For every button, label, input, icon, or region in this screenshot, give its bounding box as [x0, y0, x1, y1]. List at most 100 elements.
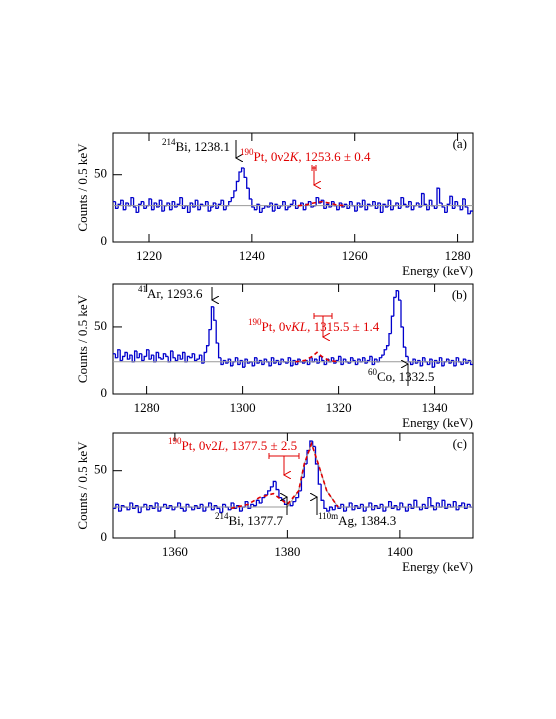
- annotation-part: , 1253.6 ± 0.4: [298, 149, 371, 164]
- histogram-bin: [215, 320, 219, 344]
- histogram-bin: [124, 351, 128, 357]
- histogram-bin: [303, 463, 308, 478]
- plot-frame: [112, 432, 474, 539]
- histogram-bin: [198, 354, 202, 360]
- x-tick-label: 1300: [230, 400, 256, 415]
- histogram-bin: [186, 205, 191, 214]
- histogram-bin: [323, 500, 327, 510]
- histogram-bin: [120, 199, 124, 205]
- annotation-part: 190: [168, 436, 182, 446]
- histogram-bin: [181, 197, 185, 210]
- histogram-bin: [410, 504, 414, 510]
- histogram-bin: [251, 198, 255, 208]
- annotation-part: , 1377.5 ± 2.5: [225, 438, 297, 453]
- histogram-bin: [274, 203, 278, 212]
- histogram-bin: [325, 203, 329, 209]
- histogram-bin: [340, 356, 344, 366]
- histogram-bin: [140, 200, 144, 205]
- histogram-bin: [240, 167, 245, 173]
- histogram-bin: [458, 505, 462, 510]
- histogram-bin: [424, 504, 428, 510]
- y-axis-label: Counts / 0.5 keV: [75, 294, 90, 383]
- histogram-bin: [326, 508, 330, 512]
- histogram-bin: [204, 200, 209, 206]
- histogram-bin: [444, 500, 448, 510]
- histogram-bin: [457, 357, 461, 363]
- y-tick-label: 50: [94, 166, 107, 181]
- x-tick-label: 1380: [274, 544, 300, 559]
- annotation-part: Pt, 0ν: [262, 319, 292, 334]
- histogram-bin: [455, 357, 459, 366]
- histogram-bin: [333, 357, 337, 364]
- histogram-bin: [269, 486, 274, 491]
- annotation-part: Pt, 0ν2: [254, 149, 290, 164]
- histogram-bin: [222, 503, 226, 513]
- histogram-bin: [166, 202, 170, 206]
- histogram-bin: [220, 199, 224, 205]
- histogram-bin: [201, 355, 205, 364]
- histogram-bin: [140, 506, 144, 513]
- histogram-bin: [307, 200, 311, 205]
- annotation-part: Co, 1332.5: [377, 369, 434, 384]
- uncertainty-bar: [311, 165, 317, 171]
- histogram-bin: [387, 501, 392, 508]
- histogram-bin: [182, 508, 187, 512]
- histogram-bin: [371, 356, 375, 366]
- histogram-bin: [157, 352, 161, 359]
- histogram-bin: [287, 206, 291, 210]
- histogram-bin: [114, 201, 119, 210]
- fit-curve: [298, 200, 345, 207]
- histogram-bin: [365, 506, 369, 512]
- annotation: 110mAg, 1384.3: [318, 511, 396, 528]
- histogram-bin: [150, 354, 154, 360]
- histogram-bin: [328, 506, 333, 512]
- x-axis-label: Energy (keV): [402, 415, 473, 430]
- histogram-bin: [163, 205, 167, 212]
- histogram-bin: [409, 361, 413, 366]
- histogram-bin: [381, 354, 385, 358]
- histogram-bin: [222, 359, 226, 365]
- histogram-bin: [390, 501, 395, 510]
- histogram-bin: [412, 358, 416, 365]
- histogram-bin: [423, 193, 427, 205]
- histogram-bin: [253, 357, 257, 366]
- histogram-bin: [354, 505, 358, 510]
- histogram-bin: [382, 203, 386, 213]
- histogram-bin: [424, 357, 428, 363]
- histogram-bin: [356, 202, 360, 212]
- histogram-bin: [219, 508, 223, 514]
- histogram-bin: [246, 359, 250, 364]
- histogram-bin: [241, 506, 246, 512]
- histogram-bin: [234, 357, 238, 362]
- annotation-part: K: [289, 149, 300, 164]
- histogram-bin: [341, 202, 345, 208]
- histogram-bin: [364, 357, 368, 364]
- histogram-bin: [120, 505, 125, 512]
- histogram-bin: [114, 353, 118, 359]
- histogram-bin: [414, 359, 418, 364]
- histogram-bin: [208, 328, 212, 346]
- x-tick-label: 1360: [162, 544, 188, 559]
- histogram-bin: [132, 197, 137, 208]
- histogram-bin: [162, 353, 166, 360]
- histogram-bin: [258, 500, 263, 504]
- annotation-part: L: [217, 438, 225, 453]
- histogram-bin: [294, 200, 299, 210]
- histogram-bin: [194, 199, 198, 208]
- histogram-bin: [297, 358, 301, 365]
- histogram-bin: [255, 499, 260, 506]
- histogram-bin: [385, 506, 389, 512]
- histogram-bin: [136, 351, 140, 359]
- histogram-bin: [318, 197, 322, 204]
- annotation-part: 60: [368, 367, 378, 377]
- histogram-bin: [241, 360, 245, 368]
- histogram-bin: [433, 205, 437, 210]
- histogram-bin: [150, 198, 155, 211]
- annotation-part: Ar, 1293.6: [147, 286, 203, 301]
- histogram-bin: [292, 501, 296, 506]
- x-tick-label: 1340: [422, 400, 448, 415]
- histogram-bin: [373, 358, 377, 365]
- histogram-bin: [292, 199, 296, 205]
- histogram-bin: [174, 201, 178, 208]
- histogram-bin: [342, 358, 346, 365]
